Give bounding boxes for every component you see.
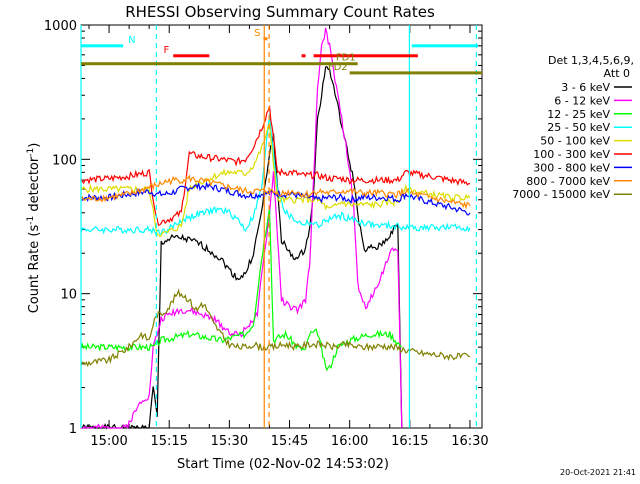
state-bar-n <box>411 44 478 48</box>
y-tick-label: 1000 <box>44 19 77 34</box>
state-bar-f <box>313 54 418 58</box>
x-tick-label: 15:45 <box>271 434 308 449</box>
y-axis-label: Count Rate (s-1 detector-1) <box>26 143 42 314</box>
series-line-100-300-kev <box>80 105 471 227</box>
series-line-3-6-kev <box>80 65 403 430</box>
x-tick-label: 15:30 <box>211 434 248 449</box>
x-tick-label: 16:30 <box>451 434 488 449</box>
series-line-6-12-kev <box>81 27 403 430</box>
state-bar-f <box>173 54 210 58</box>
state-bar-n <box>81 44 124 48</box>
legend-entry-label: 800 - 7000 keV <box>526 175 610 188</box>
state-bar-label-n: N <box>128 35 135 46</box>
series-line-12-25-kev <box>80 209 403 372</box>
plot-axes: 15:00 15:15 15:30 15:45 16:00 16:15 16:30 1 10 10… <box>44 19 489 449</box>
y-axis-label-sup2: -1 <box>26 148 36 157</box>
legend-header-line-1: Det 1,3,4,5,6,9, <box>548 54 634 67</box>
y-axis-label-close: ) <box>27 143 42 148</box>
legend-entry-label: 25 - 50 keV <box>547 121 610 134</box>
legend-entry-label: 100 - 300 keV <box>533 148 610 161</box>
state-bar-fd2 <box>349 71 482 75</box>
state-bar-fd1 <box>81 62 358 66</box>
series-line-800-7000-kev <box>80 174 471 210</box>
state-bar-label-s: S <box>254 28 260 39</box>
x-tick-label: 16:15 <box>391 434 428 449</box>
series-line-25-50-kev <box>80 113 471 236</box>
y-axis-label-tail: detector <box>27 156 42 216</box>
state-bar-s <box>263 37 268 41</box>
y-tick-label: 1 <box>69 422 77 437</box>
x-tick-label: 15:00 <box>90 434 127 449</box>
y-tick-label: 100 <box>52 153 77 168</box>
series-line-50-100-kev <box>80 121 471 237</box>
x-axis-label: Start Time (02-Nov-02 14:53:02) <box>177 457 389 472</box>
series-line-7000-15000-kev <box>80 288 471 368</box>
timestamp: 20-Oct-2021 21:41 <box>560 468 636 477</box>
legend-entry-label: 12 - 25 keV <box>547 108 610 121</box>
state-bar-f <box>301 54 306 58</box>
chart-title: RHESSI Observing Summary Count Rates <box>125 3 435 21</box>
y-tick-label: 10 <box>60 288 77 303</box>
legend-entry-label: 3 - 6 keV <box>561 81 610 94</box>
series-line-300-800-kev <box>80 180 471 216</box>
legend-entry-label: 50 - 100 keV <box>540 135 610 148</box>
x-tick-label: 15:15 <box>150 434 187 449</box>
state-bar-label-fd2: FD2 <box>328 62 348 73</box>
legend-entry-label: 6 - 12 keV <box>554 94 610 107</box>
state-bar-label-f: F <box>163 45 169 56</box>
y-axis-label-main: Count Rate (s <box>27 225 42 314</box>
legend-entry-label: 300 - 800 keV <box>533 161 610 174</box>
state-bar-label-fd1: FD1 <box>336 53 356 64</box>
legend-entry-label: 7000 - 15000 keV <box>512 188 610 201</box>
x-tick-label: 16:00 <box>331 434 368 449</box>
legend-header-line-2: Att 0 <box>604 67 630 80</box>
y-axis-label-sup: -1 <box>26 216 36 225</box>
